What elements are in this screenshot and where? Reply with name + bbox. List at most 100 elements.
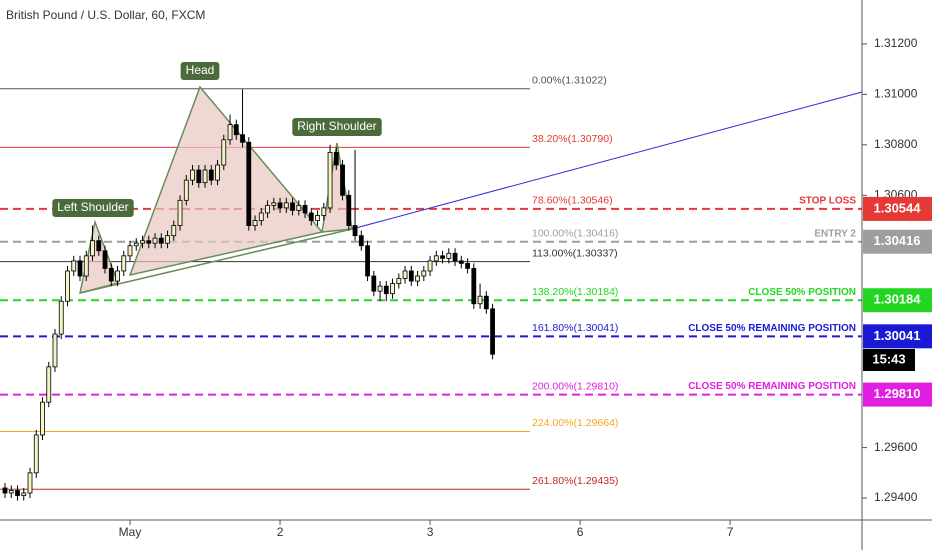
candle-body xyxy=(321,207,327,216)
candle-body xyxy=(308,212,314,221)
price-label: 1.29810 xyxy=(874,386,921,401)
candle-body xyxy=(383,285,389,295)
price-label-box xyxy=(863,288,932,313)
price-label-box xyxy=(863,382,932,407)
candle-body xyxy=(152,237,158,244)
price-label-box xyxy=(863,324,932,349)
candle-body xyxy=(252,220,258,226)
fib-levels: 0.00%(1.31022) 38.20%(1.30790) 78.60%(1.30… xyxy=(0,75,862,490)
candle-body xyxy=(258,212,264,221)
price-label: 1.30416 xyxy=(874,233,921,248)
neckline xyxy=(79,228,353,294)
candle-body xyxy=(46,366,52,403)
x-tick-label: May xyxy=(119,525,142,539)
candle-body xyxy=(102,250,108,269)
candle-body xyxy=(65,270,70,302)
candle-body xyxy=(421,270,427,277)
level-label: 161.80%(1.30041) xyxy=(532,322,618,334)
candle-body xyxy=(283,202,289,209)
candle-body xyxy=(90,240,95,257)
countdown: 15:43 xyxy=(872,351,905,366)
y-tick-label: 1.29600 xyxy=(874,440,918,454)
candle-body xyxy=(471,268,477,305)
y-tick-label: 1.31200 xyxy=(874,36,918,50)
candle-body xyxy=(133,242,139,247)
candle-body xyxy=(227,124,233,141)
candle-body xyxy=(477,295,483,305)
candle-body xyxy=(458,260,464,264)
pattern-label: Right Shoulder xyxy=(292,118,382,136)
level-label: 113.00%(1.30337) xyxy=(532,247,618,259)
pattern-label-text: Right Shoulder xyxy=(297,119,376,133)
candle-body xyxy=(40,401,45,436)
candle-body xyxy=(440,255,445,259)
pattern-label-text: Head xyxy=(186,63,215,77)
candle-body xyxy=(402,270,408,279)
candle-body xyxy=(221,139,227,166)
y-tick-label: 1.31000 xyxy=(874,87,918,101)
candle-body xyxy=(21,492,27,496)
candle-body xyxy=(296,204,302,211)
price-label: 1.30041 xyxy=(874,328,921,343)
price-label-box xyxy=(863,196,932,221)
candle-body xyxy=(277,202,283,209)
level-label: 0.00%(1.31022) xyxy=(532,75,607,87)
candle-body xyxy=(71,260,77,272)
chart-title: British Pound / U.S. Dollar, 60, FXCM xyxy=(6,8,205,22)
candle-body xyxy=(96,240,102,252)
level-label: 200.00%(1.29810) xyxy=(532,380,618,392)
candle-body xyxy=(408,270,414,282)
candle-body xyxy=(396,278,402,284)
head-shape xyxy=(128,85,324,277)
candle-body xyxy=(196,169,202,184)
candle-body xyxy=(452,252,458,262)
candle-body xyxy=(83,255,89,277)
x-tick-label: 3 xyxy=(427,525,434,539)
pattern-drawings xyxy=(79,85,863,295)
candle-body xyxy=(315,215,320,221)
candle-body xyxy=(15,490,20,496)
candle-body xyxy=(365,245,370,277)
candle-body xyxy=(246,141,252,226)
candle-body xyxy=(140,240,145,244)
candle-body xyxy=(240,134,245,143)
candle-body xyxy=(290,202,295,211)
candle-body xyxy=(483,295,489,310)
level-note: CLOSE 50% REMAINING POSITION xyxy=(688,323,856,334)
pattern-label-box xyxy=(52,199,134,217)
candle-body xyxy=(115,270,120,282)
candle-body xyxy=(427,260,433,272)
level-label: 38.20%(1.30790) xyxy=(532,133,613,145)
trend-line xyxy=(351,91,863,230)
candle-body xyxy=(177,199,183,226)
candle-body xyxy=(127,245,133,257)
pattern-label: Head xyxy=(180,62,220,80)
candle-body xyxy=(183,179,189,201)
candle-body xyxy=(108,268,114,282)
candle-body xyxy=(158,237,164,244)
level-label: 100.00%(1.30416) xyxy=(532,227,618,239)
candle-body xyxy=(371,275,377,292)
candle-body xyxy=(358,235,364,247)
level-label: 138.20%(1.30184) xyxy=(532,286,618,298)
x-tick-label: 6 xyxy=(577,525,584,539)
candle-body xyxy=(208,169,214,181)
candle-body xyxy=(202,169,208,184)
y-tick-label: 1.30800 xyxy=(874,137,918,151)
candle-body xyxy=(215,164,220,181)
level-label: 78.60%(1.30546) xyxy=(532,195,613,207)
candle-body xyxy=(446,252,452,259)
candle-body xyxy=(465,263,470,269)
candle-body xyxy=(377,285,383,292)
candle-body xyxy=(390,283,395,295)
candle-body xyxy=(171,225,177,237)
candle-body xyxy=(8,490,14,494)
price-label: 1.30184 xyxy=(874,292,922,307)
pattern-label-text: Left Shoulder xyxy=(57,200,128,214)
candle-body xyxy=(333,151,339,166)
candle-body xyxy=(27,472,33,494)
candle-body xyxy=(233,124,239,136)
candle-body xyxy=(121,255,127,272)
candle-body xyxy=(265,204,270,214)
candle-body xyxy=(33,434,39,474)
